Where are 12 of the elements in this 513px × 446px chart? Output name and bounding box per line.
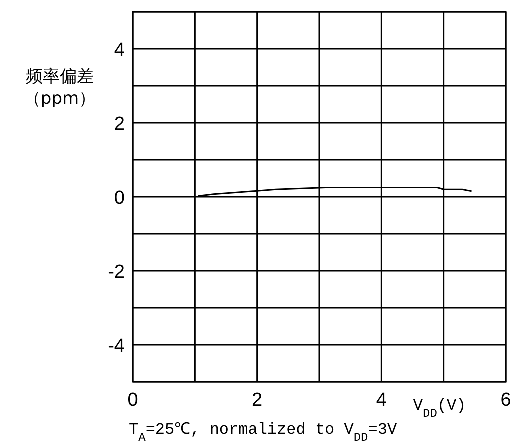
x-tick-label: 4 — [376, 390, 388, 411]
x-tick-label: 2 — [252, 390, 263, 411]
y-tick-label: -2 — [108, 262, 125, 283]
x-tick-label: 6 — [500, 390, 512, 411]
text: T$_{A}$=25℃, normalized to V$_{DD}$=3V — [129, 421, 398, 445]
y-tick-label: -4 — [108, 336, 126, 357]
y-axis-title: 频率偏差（ppm） — [24, 67, 96, 109]
y-tick-label: 2 — [114, 114, 125, 135]
x-axis-title: V$_{DD}$(V) — [413, 397, 466, 421]
x-tick-label: 0 — [128, 390, 138, 411]
y-tick-label: 4 — [114, 40, 126, 61]
y-tick-label: 0 — [114, 188, 125, 209]
